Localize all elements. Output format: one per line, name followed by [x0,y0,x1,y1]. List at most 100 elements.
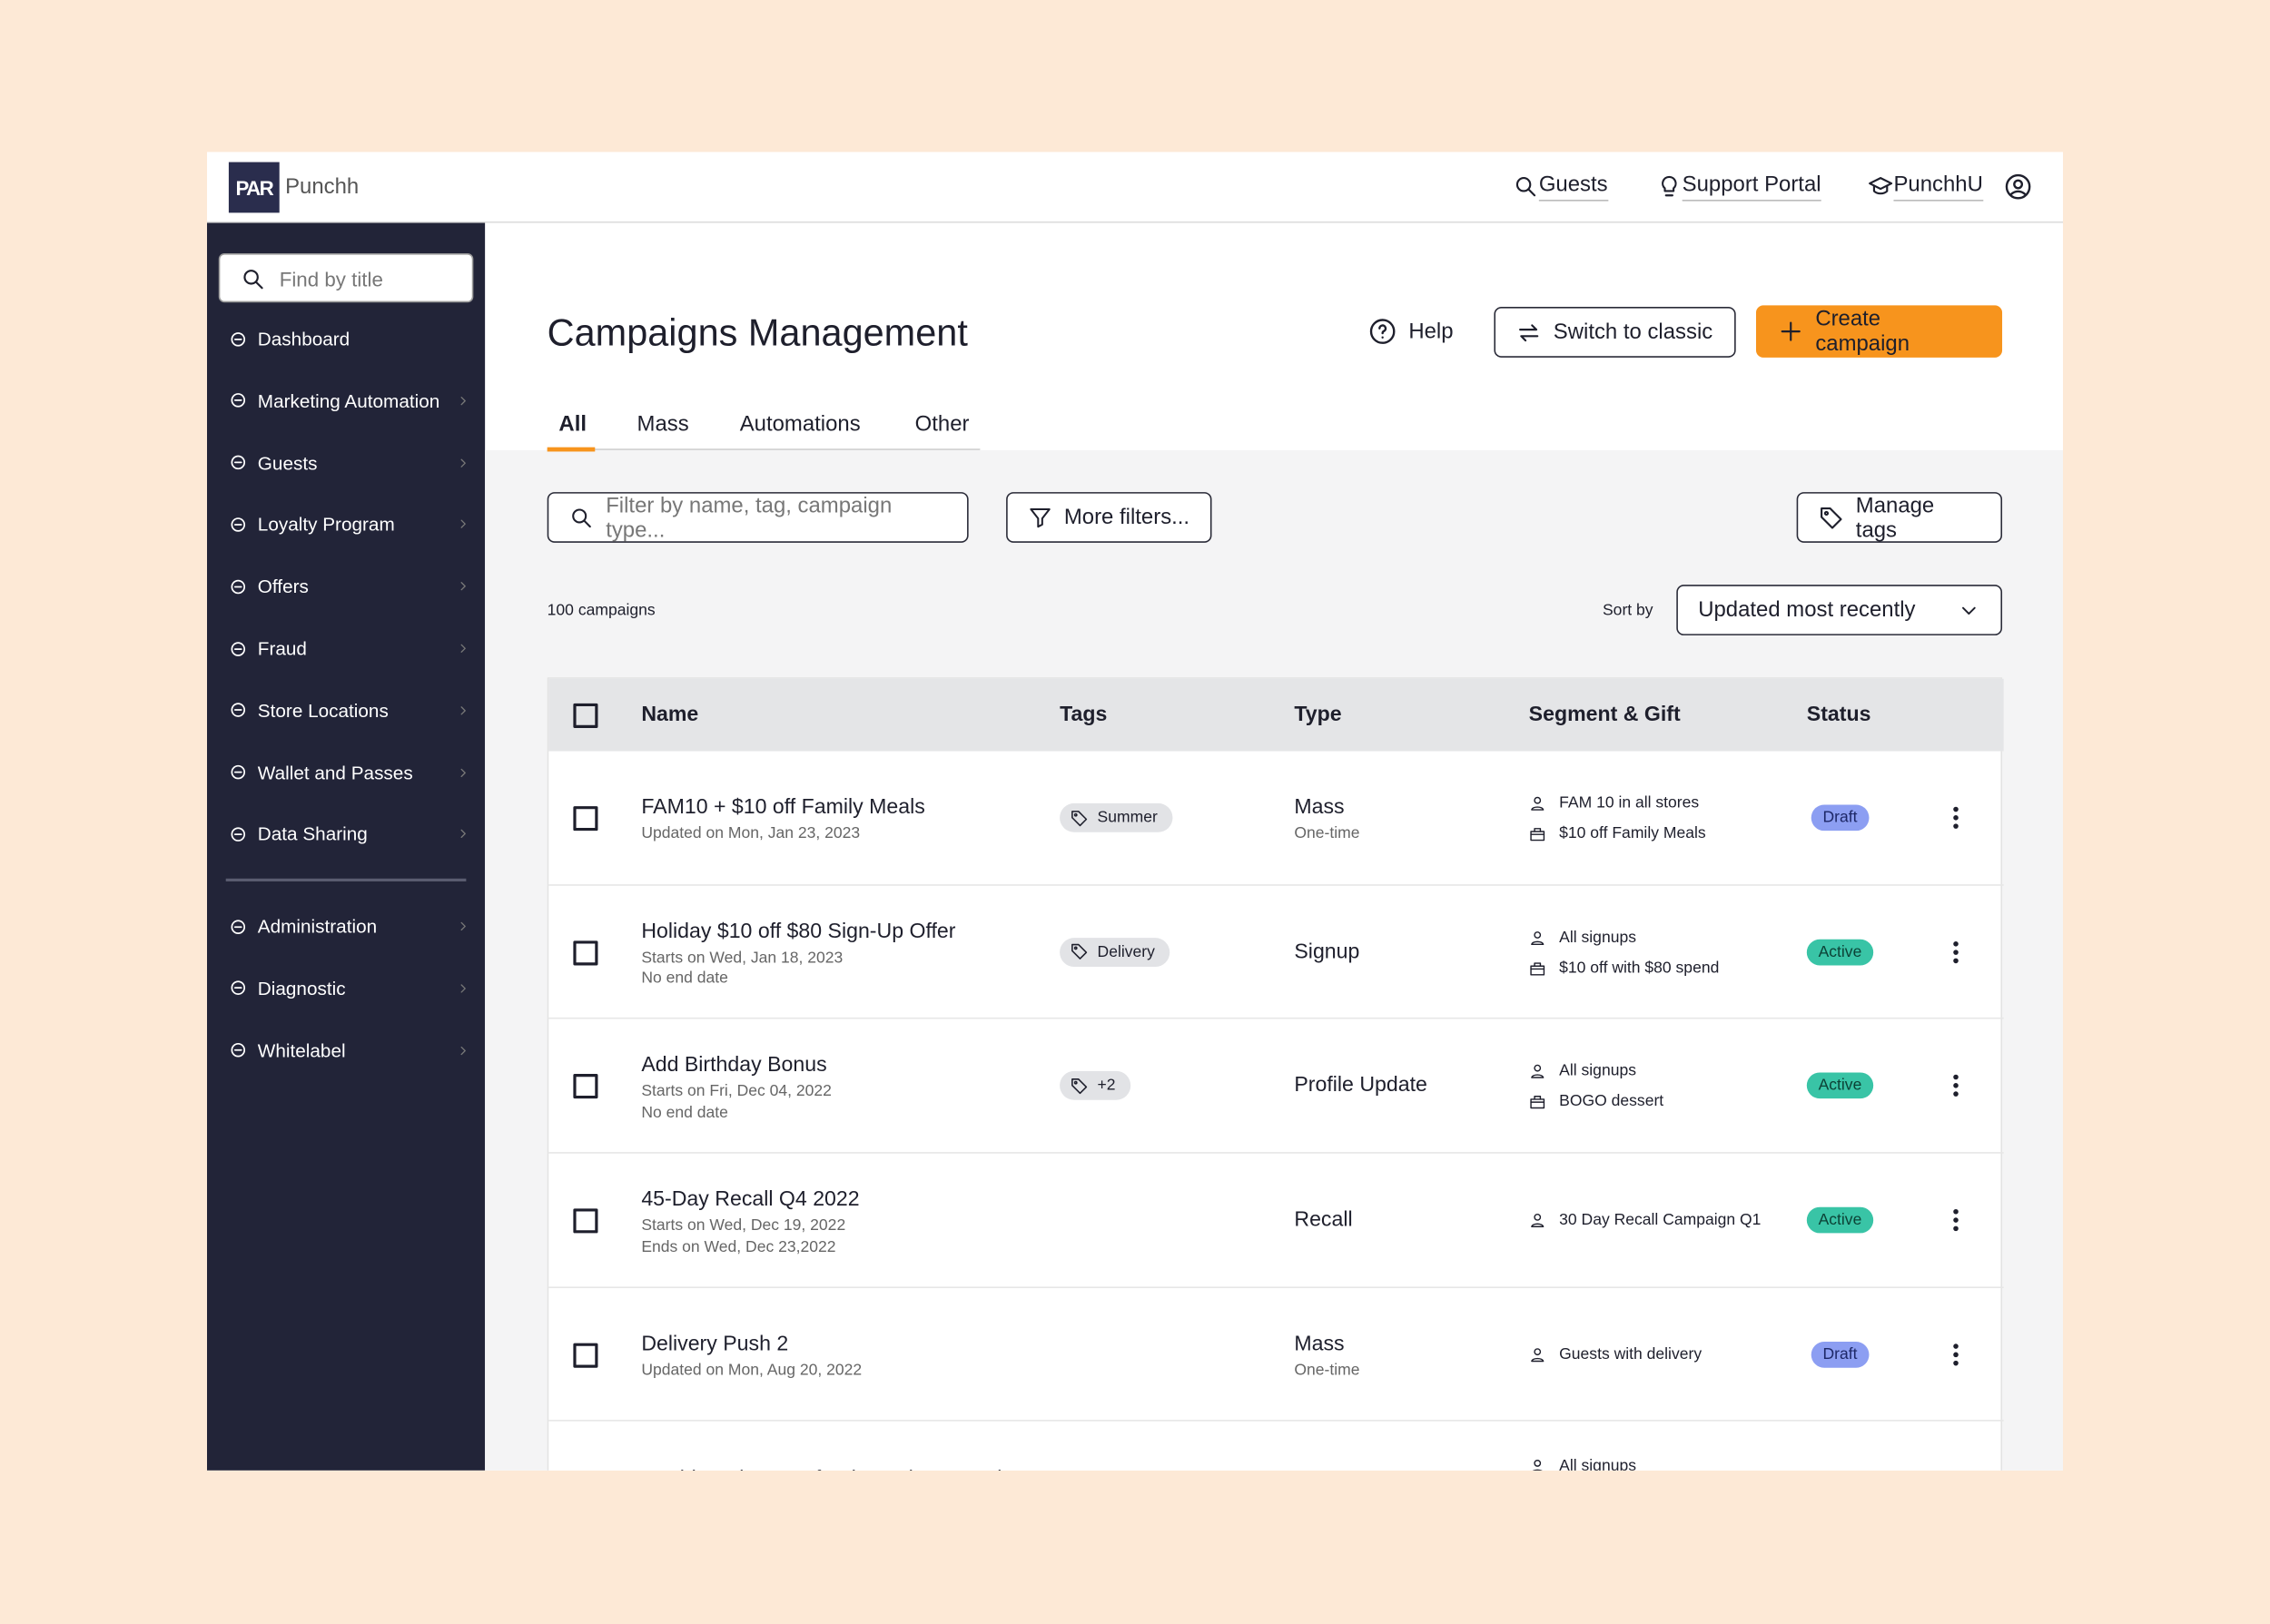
column-header: Name [641,703,699,727]
dot-icon [231,641,246,656]
status-badge: Draft [1811,1341,1870,1368]
help-link[interactable]: Help [1408,319,1454,344]
column-header: Segment & Gift [1528,703,1681,727]
nav-link[interactable]: Guests [1538,172,1608,202]
status-badge: Active [1806,939,1874,965]
sidebar-item[interactable]: Store Locations [257,699,389,722]
icon-part [1953,940,1959,947]
icon-part [1781,321,1801,341]
campaign-name[interactable]: 45-Day Recall Q4 2022 [641,1188,860,1212]
sidebar-item[interactable]: Administration [257,915,378,938]
column-header: Status [1806,703,1871,727]
icon-part [1530,961,1545,969]
table-row: Double Points Seafood Month Quarterly All… [548,1422,2003,1471]
icon-part [1073,946,1078,950]
tag-label: Summer [1097,809,1158,827]
plus-icon [1781,321,1801,341]
icon-part [1532,1468,1544,1471]
tab[interactable]: Mass [637,411,689,437]
sidebar-search[interactable]: Find by title [218,253,474,303]
checkbox[interactable] [573,806,598,832]
manage-tags-button[interactable]: Manage tags [1796,492,2003,543]
icon-part [1519,323,1539,341]
sort-dropdown[interactable]: Updated most recently [1676,585,2003,635]
tab[interactable]: Automations [739,411,861,437]
campaign-name[interactable]: Delivery Push 2 [641,1333,789,1356]
person-icon [1531,1347,1545,1362]
cap-icon [1869,177,1893,195]
icon-part [1962,605,1976,615]
filter-input[interactable]: Filter by name, tag, campaign type... [547,492,969,543]
gift-icon [1530,961,1545,976]
more-filters-button[interactable]: More filters... [1006,492,1212,543]
tab[interactable]: Other [914,411,970,437]
campaign-name[interactable]: FAM10 + $10 off Family Meals [641,795,925,820]
tag-chip[interactable]: +2 [1060,1071,1130,1101]
sidebar-item[interactable]: Offers [257,576,309,597]
dot-icon [231,579,246,594]
icon-part [1534,796,1542,804]
icon-part [1953,806,1959,812]
sidebar-item[interactable]: Guests [257,451,318,474]
tag-chip[interactable]: Delivery [1060,937,1170,967]
checkbox[interactable] [573,1074,598,1099]
switch-classic-button[interactable]: Switch to classic [1494,307,1736,358]
nav-link[interactable]: PunchhU [1893,172,1983,202]
icon-part [1953,823,1959,829]
create-campaign-button[interactable]: Create campaign [1755,305,2003,358]
icon-part [231,703,246,718]
icon-part [1953,1083,1959,1089]
button-label: Switch to classic [1553,320,1713,345]
tab[interactable]: All [558,411,587,437]
search-icon [572,507,591,527]
help-icon [1369,319,1396,344]
nav-link[interactable]: Support Portal [1682,172,1821,202]
right-icon [460,396,466,405]
icon-part [1378,324,1387,339]
icon-part [1534,1459,1542,1467]
kebab-icon [1953,1343,1959,1366]
sidebar: Find by title Dashboard Marketing Automati… [206,222,486,1471]
icon-part [231,641,246,656]
tag-icon [1071,1078,1088,1094]
icon-part [231,1043,246,1058]
sidebar-item[interactable]: Data Sharing [257,823,368,845]
sidebar-item[interactable]: Marketing Automation [257,389,440,412]
button-label: More filters... [1063,505,1190,530]
tag-chip[interactable]: Summer [1060,802,1172,832]
campaign-name[interactable]: Add Birthday Bonus [641,1054,827,1078]
campaign-type: Mass [1294,1333,1345,1356]
sidebar-item[interactable]: Dashboard [257,328,350,350]
search-icon [1515,177,1536,197]
dot-icon [231,517,246,532]
checkbox[interactable] [573,1343,598,1368]
dot-icon [231,827,246,842]
checkbox[interactable] [573,1208,598,1234]
kebab-icon [1953,940,1959,963]
checkbox[interactable] [573,703,598,728]
icon-part [460,705,466,715]
right-icon [460,520,466,529]
sidebar-item[interactable]: Fraud [257,637,307,660]
campaign-name[interactable]: Holiday $10 off $80 Sign-Up Offer [641,920,956,944]
search-icon [243,270,263,290]
campaign-type-detail: One-time [1294,824,1360,842]
sidebar-item[interactable]: Diagnostic [257,977,346,999]
icon-part [1369,319,1396,344]
button-label: Manage tags [1855,492,1935,543]
sidebar-item[interactable]: Wallet and Passes [257,761,413,783]
segment: FAM 10 in all stores [1559,794,1700,812]
icon-part [2009,190,2027,196]
gift: $10 off with $80 spend [1559,959,1720,977]
sidebar-item[interactable]: Whitelabel [257,1038,346,1061]
campaign-name[interactable]: Double Points Seafood Month Quarterly [641,1467,1012,1471]
checkbox[interactable] [573,940,598,965]
right-icon [460,830,466,839]
logo-text: Punchh [285,174,360,200]
column-header: Type [1294,703,1342,727]
right-icon [460,582,466,591]
kebab-icon [1953,806,1959,829]
kebab-icon [1953,1209,1959,1232]
sidebar-item[interactable]: Loyalty Program [257,513,395,536]
